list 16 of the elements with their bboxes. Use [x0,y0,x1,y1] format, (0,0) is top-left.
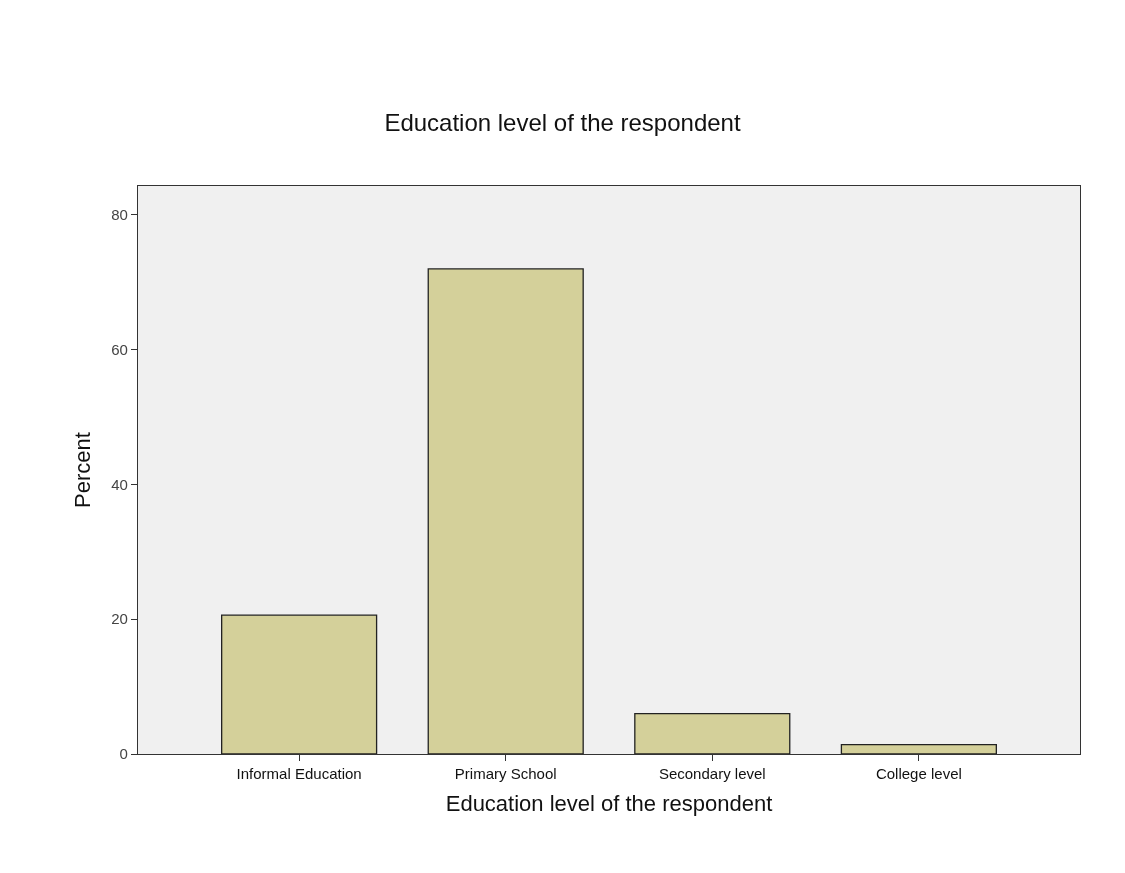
x-tick-label: Secondary level [658,765,766,783]
bar [221,614,378,754]
y-tick-label: 80 [111,206,128,224]
bar [427,268,584,754]
x-tick-label: Informal Education [236,765,362,783]
chart-title: Education level of the respondent [384,108,741,136]
x-axis-title: Education level of the respondent [445,791,773,817]
y-tick-label: 40 [111,475,128,493]
y-tick-label: 0 [119,745,128,763]
y-tick-label: 60 [111,340,128,358]
y-tick-label: 20 [111,610,128,628]
bar [634,712,791,754]
y-axis-title: Percent [69,432,95,508]
x-tick-label: Primary School [454,765,557,783]
x-tick-label: College level [875,765,962,783]
bar [840,743,997,754]
